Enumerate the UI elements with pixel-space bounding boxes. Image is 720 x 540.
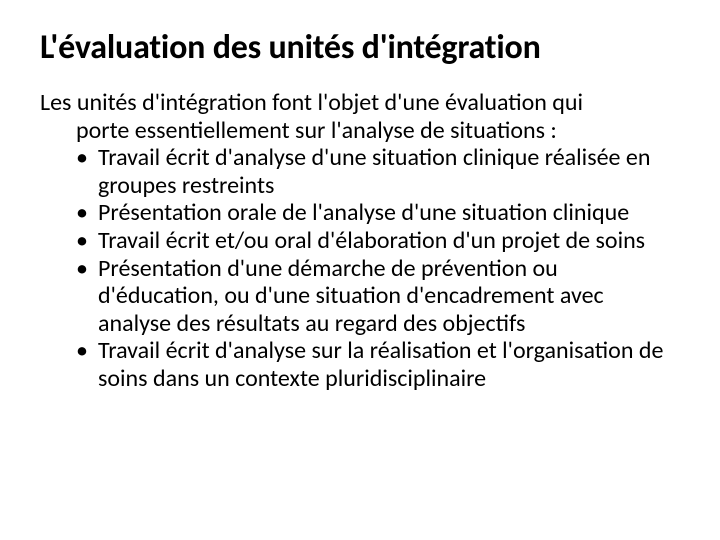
- list-item: Présentation orale de l'analyse d'une si…: [76, 199, 680, 227]
- intro-paragraph: Les unités d'intégration font l'objet d'…: [40, 89, 680, 144]
- list-item: Travail écrit d'analyse d'une situation …: [76, 144, 680, 199]
- intro-line-2: porte essentiellement sur l'analyse de s…: [40, 117, 680, 145]
- list-item: Travail écrit d'analyse sur la réalisati…: [76, 337, 680, 392]
- bullet-list: Travail écrit d'analyse d'une situation …: [40, 144, 680, 392]
- list-item: Présentation d'une démarche de préventio…: [76, 255, 680, 338]
- slide: L'évaluation des unités d'intégration Le…: [0, 0, 720, 540]
- list-item: Travail écrit et/ou oral d'élaboration d…: [76, 227, 680, 255]
- intro-line-1: Les unités d'intégration font l'objet d'…: [40, 89, 680, 117]
- slide-title: L'évaluation des unités d'intégration: [40, 28, 680, 67]
